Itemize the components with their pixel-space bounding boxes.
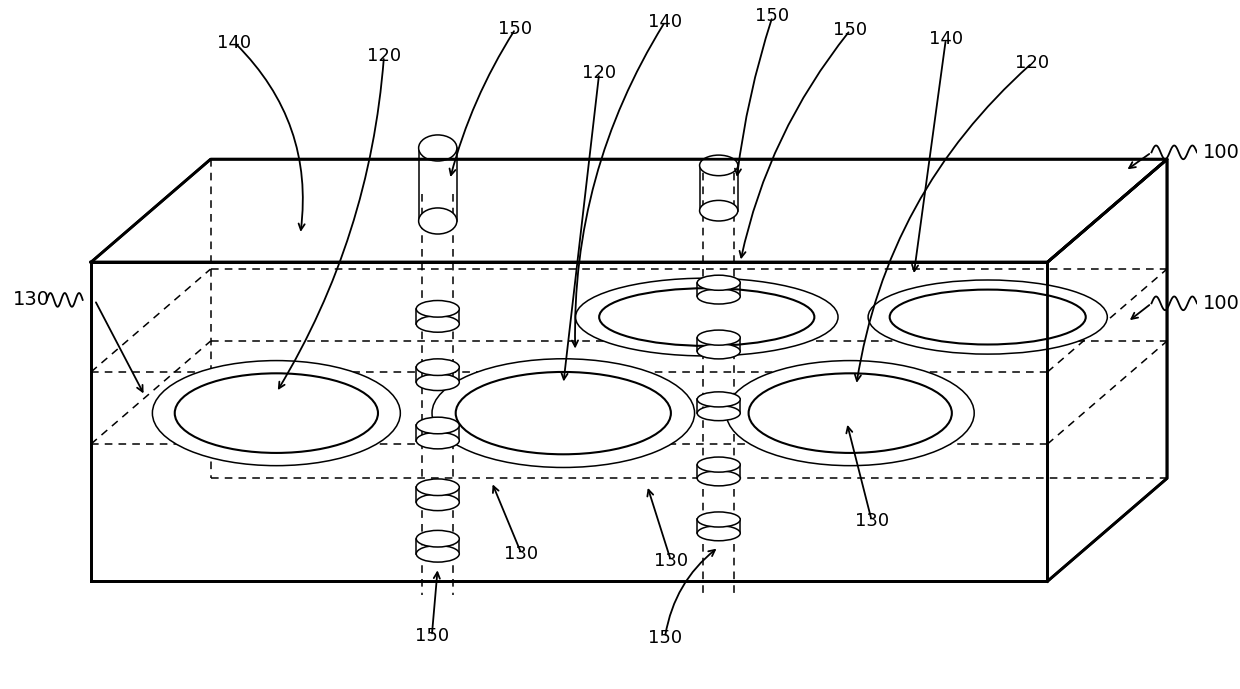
Ellipse shape <box>417 479 459 495</box>
Ellipse shape <box>699 200 738 221</box>
Text: 120: 120 <box>582 65 616 83</box>
Text: 140: 140 <box>647 13 682 31</box>
Ellipse shape <box>432 359 694 467</box>
Text: 120: 120 <box>367 48 401 65</box>
Text: 150: 150 <box>498 20 532 38</box>
Text: 100: 100 <box>1203 143 1240 162</box>
Text: 100: 100 <box>1203 294 1240 313</box>
Ellipse shape <box>417 316 459 332</box>
Ellipse shape <box>889 289 1086 344</box>
Ellipse shape <box>697 275 740 290</box>
Text: 130: 130 <box>12 290 50 309</box>
Ellipse shape <box>697 289 740 304</box>
Ellipse shape <box>417 494 459 511</box>
Ellipse shape <box>417 374 459 391</box>
Ellipse shape <box>697 471 740 486</box>
Ellipse shape <box>417 300 459 317</box>
Ellipse shape <box>417 531 459 547</box>
Ellipse shape <box>575 278 838 356</box>
Text: 120: 120 <box>1014 54 1049 72</box>
Ellipse shape <box>697 457 740 472</box>
Text: 140: 140 <box>217 34 252 52</box>
Ellipse shape <box>419 208 456 234</box>
Ellipse shape <box>417 546 459 562</box>
Ellipse shape <box>599 288 815 346</box>
Ellipse shape <box>749 373 952 453</box>
Ellipse shape <box>697 344 740 359</box>
Ellipse shape <box>697 330 740 345</box>
Text: 130: 130 <box>854 512 889 530</box>
Ellipse shape <box>419 135 456 161</box>
Text: 130: 130 <box>653 552 688 570</box>
Ellipse shape <box>727 360 975 466</box>
Ellipse shape <box>417 432 459 449</box>
Ellipse shape <box>417 359 459 376</box>
Ellipse shape <box>697 512 740 527</box>
Ellipse shape <box>417 417 459 434</box>
Ellipse shape <box>868 280 1107 354</box>
Text: 150: 150 <box>833 21 867 39</box>
Ellipse shape <box>455 372 671 454</box>
Text: 150: 150 <box>755 8 790 25</box>
Ellipse shape <box>153 360 401 466</box>
Ellipse shape <box>175 373 378 453</box>
Ellipse shape <box>699 155 738 176</box>
Text: 150: 150 <box>414 627 449 645</box>
Ellipse shape <box>697 392 740 407</box>
Text: 140: 140 <box>929 30 963 48</box>
Text: 130: 130 <box>505 545 538 563</box>
Text: 150: 150 <box>647 628 682 646</box>
Ellipse shape <box>697 406 740 421</box>
Ellipse shape <box>697 526 740 541</box>
